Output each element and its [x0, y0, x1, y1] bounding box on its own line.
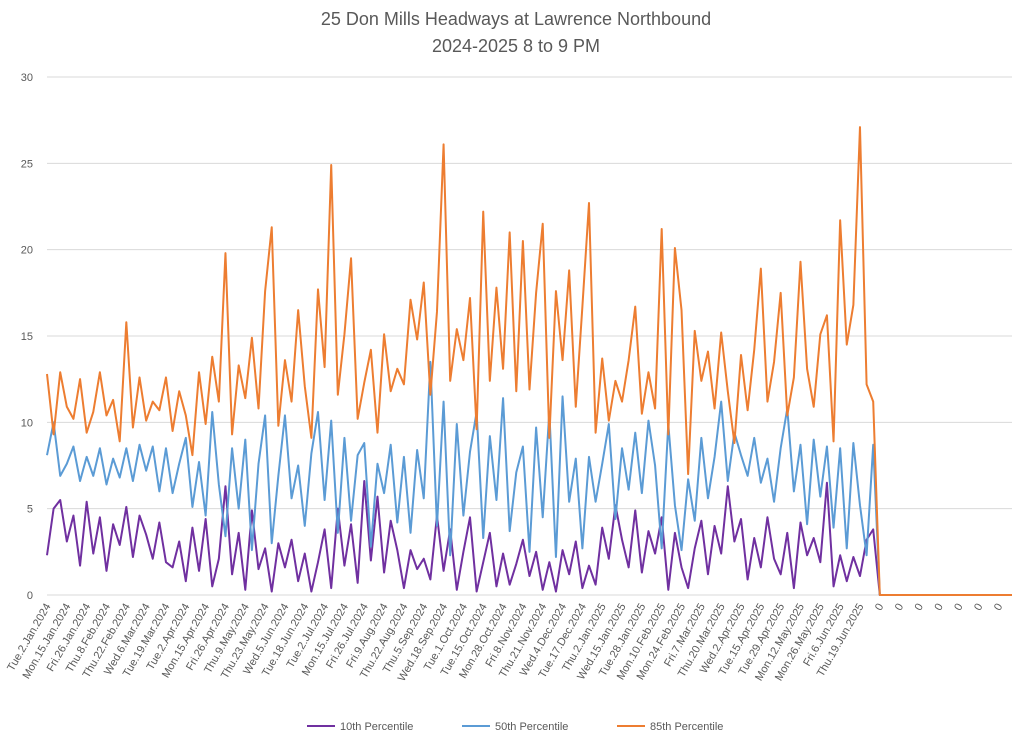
series-line	[46, 126, 1012, 596]
x-tick-label: 0	[913, 602, 926, 613]
y-tick-label: 25	[21, 158, 33, 170]
legend-label: 85th Percentile	[650, 721, 723, 733]
series-line	[46, 360, 1012, 596]
y-tick-label: 30	[21, 72, 33, 84]
y-tick-label: 15	[21, 331, 33, 343]
y-tick-label: 20	[21, 245, 33, 257]
x-tick-label: 0	[873, 602, 886, 613]
series-line	[46, 480, 1012, 596]
legend-label: 50th Percentile	[495, 721, 568, 733]
legend-label: 10th Percentile	[340, 721, 413, 733]
x-tick-label: 0	[932, 602, 945, 613]
x-tick-label: 0	[893, 602, 906, 613]
chart-subtitle: 2024-2025 8 to 9 PM	[432, 36, 600, 56]
y-tick-label: 5	[27, 504, 33, 516]
x-tick-label: 0	[992, 602, 1005, 613]
x-tick-label: 0	[972, 602, 985, 613]
y-tick-label: 10	[21, 417, 33, 429]
chart-title: 25 Don Mills Headways at Lawrence Northb…	[321, 9, 711, 29]
y-tick-label: 0	[27, 590, 33, 602]
x-tick-label: 0	[952, 602, 965, 613]
